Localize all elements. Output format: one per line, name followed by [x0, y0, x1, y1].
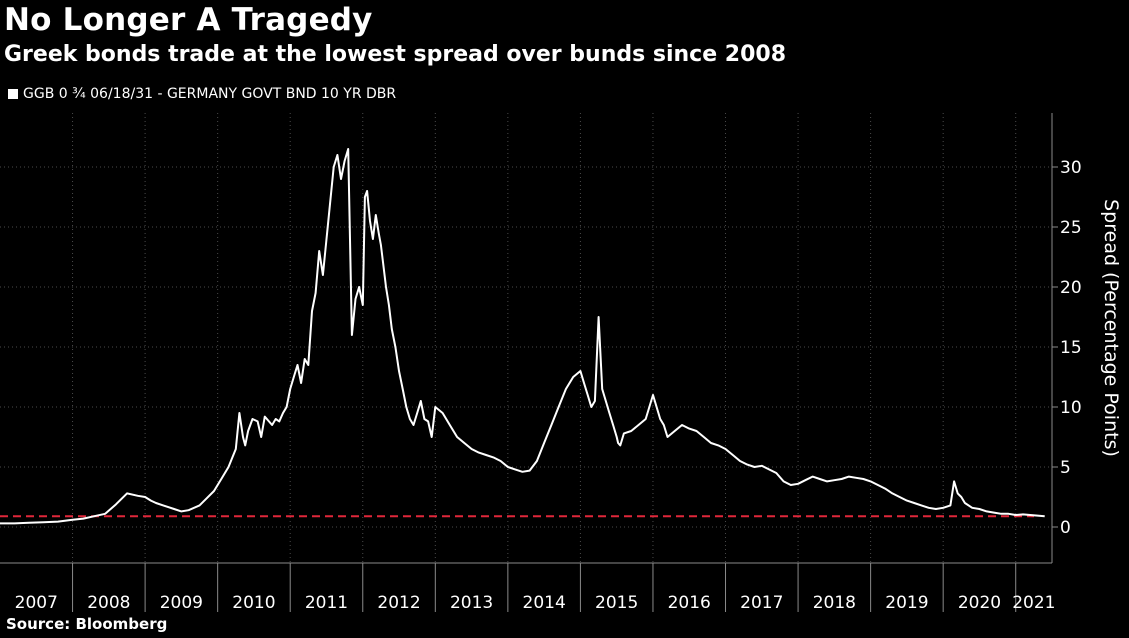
y-tick-label: 15 — [1060, 338, 1082, 358]
x-axis-ticks: 2007 2008 2009 2010 2011 2012 2013 2014 2015 2016… — [15, 563, 1055, 613]
y-axis: 0 5 10 15 20 25 30 — [0, 113, 1082, 564]
source-note: Source: Bloomberg — [6, 615, 168, 633]
x-tick-label: 2012 — [377, 593, 420, 613]
x-tick-label: 2011 — [305, 593, 348, 613]
legend-label: GGB 0 ¾ 06/18/31 - GERMANY GOVT BND 10 Y… — [23, 86, 397, 102]
x-tick-label: 2017 — [740, 593, 783, 613]
x-tick-label: 2010 — [232, 593, 275, 613]
y-axis-label: Spread (Percentage Points) — [1100, 199, 1122, 457]
x-tick-label: 2016 — [668, 593, 711, 613]
chart-subtitle: Greek bonds trade at the lowest spread o… — [4, 42, 787, 67]
y-tick-label: 30 — [1060, 158, 1082, 178]
y-tick-label: 5 — [1060, 458, 1071, 478]
series-line-0 — [0, 148, 1045, 525]
x-tick-label: 2018 — [813, 593, 856, 613]
x-tick-label: 2013 — [450, 593, 493, 613]
chart-title: No Longer A Tragedy — [4, 2, 373, 38]
y-tick-label: 25 — [1060, 218, 1082, 238]
y-tick-label: 10 — [1060, 398, 1082, 418]
y-tick-label: 20 — [1060, 278, 1082, 298]
grid-lines — [0, 113, 1052, 563]
x-tick-label: 2008 — [87, 593, 130, 613]
x-tick-label: 2020 — [958, 593, 1001, 613]
x-tick-label: 2015 — [595, 593, 638, 613]
x-tick-label: 2007 — [15, 593, 58, 613]
legend: GGB 0 ¾ 06/18/31 - GERMANY GOVT BND 10 Y… — [8, 86, 396, 102]
legend-swatch — [8, 89, 18, 99]
x-tick-label: 2014 — [523, 593, 566, 613]
x-tick-label: 2009 — [160, 593, 203, 613]
y-tick-label: 0 — [1060, 518, 1071, 538]
series-layer — [0, 148, 1045, 525]
x-tick-label: 2021 — [1012, 593, 1055, 613]
x-tick-label: 2019 — [885, 593, 928, 613]
